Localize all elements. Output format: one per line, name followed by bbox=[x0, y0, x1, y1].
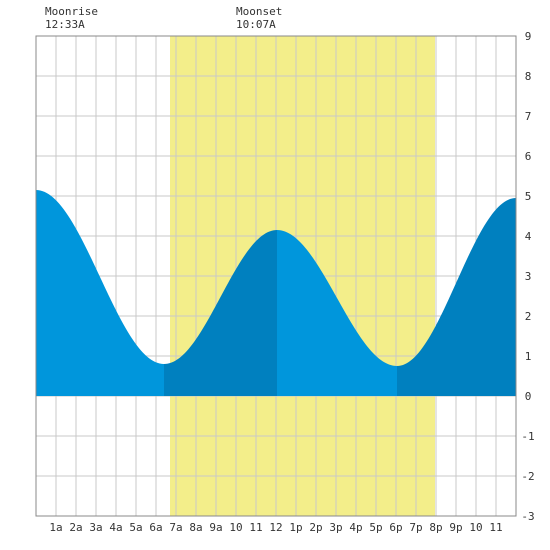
x-tick-label: 6a bbox=[149, 521, 162, 534]
x-tick-label: 9p bbox=[449, 521, 462, 534]
y-tick-label: 9 bbox=[525, 30, 532, 43]
x-tick-label: 7a bbox=[169, 521, 182, 534]
moonrise-time: 12:33A bbox=[45, 18, 85, 31]
tide-area-falling bbox=[277, 230, 397, 396]
x-tick-label: 1a bbox=[49, 521, 62, 534]
y-tick-label: -3 bbox=[521, 510, 534, 523]
tide-area-rising bbox=[397, 198, 516, 396]
plot-border bbox=[35, 35, 517, 517]
x-tick-label: 5p bbox=[369, 521, 382, 534]
moonset-time: 10:07A bbox=[236, 18, 276, 31]
x-tick-label: 2a bbox=[69, 521, 82, 534]
y-tick-label: 2 bbox=[525, 310, 532, 323]
x-tick-label: 8a bbox=[189, 521, 202, 534]
x-tick-label: 10 bbox=[229, 521, 242, 534]
moonrise-label: Moonrise bbox=[45, 5, 98, 18]
y-tick-label: 4 bbox=[525, 230, 532, 243]
moonset-label: Moonset bbox=[236, 5, 283, 18]
y-tick-label: 6 bbox=[525, 150, 532, 163]
x-tick-label: 9a bbox=[209, 521, 222, 534]
y-tick-label: 7 bbox=[525, 110, 532, 123]
x-tick-label: 8p bbox=[429, 521, 442, 534]
y-tick-label: 0 bbox=[525, 390, 532, 403]
x-tick-label: 4p bbox=[349, 521, 362, 534]
tide-layer bbox=[36, 190, 516, 396]
x-tick-label: 3a bbox=[89, 521, 102, 534]
x-tick-label: 6p bbox=[389, 521, 402, 534]
y-tick-label: -2 bbox=[521, 470, 534, 483]
x-tick-label: 11 bbox=[249, 521, 262, 534]
x-tick-label: 1p bbox=[289, 521, 302, 534]
y-tick-label: 8 bbox=[525, 70, 532, 83]
y-tick-label: -1 bbox=[521, 430, 534, 443]
tide-area-rising bbox=[164, 230, 277, 396]
tide-area-falling bbox=[36, 190, 164, 396]
x-tick-label: 4a bbox=[109, 521, 122, 534]
axis-layer: 1a 2a 3a 4a 5a 6a 7a 8a 9a 10 11 12 1p 2p 3p 4p 5p 6p 7p 8p… bbox=[35, 30, 535, 534]
x-tick-label: 12 bbox=[269, 521, 282, 534]
x-tick-label: 5a bbox=[129, 521, 142, 534]
y-tick-label: 5 bbox=[525, 190, 532, 203]
x-tick-label: 3p bbox=[329, 521, 342, 534]
x-tick-label: 10 bbox=[469, 521, 482, 534]
y-tick-label: 1 bbox=[525, 350, 532, 363]
x-tick-label: 7p bbox=[409, 521, 422, 534]
y-tick-label: 3 bbox=[525, 270, 532, 283]
x-tick-label: 11 bbox=[489, 521, 502, 534]
x-tick-label: 2p bbox=[309, 521, 322, 534]
